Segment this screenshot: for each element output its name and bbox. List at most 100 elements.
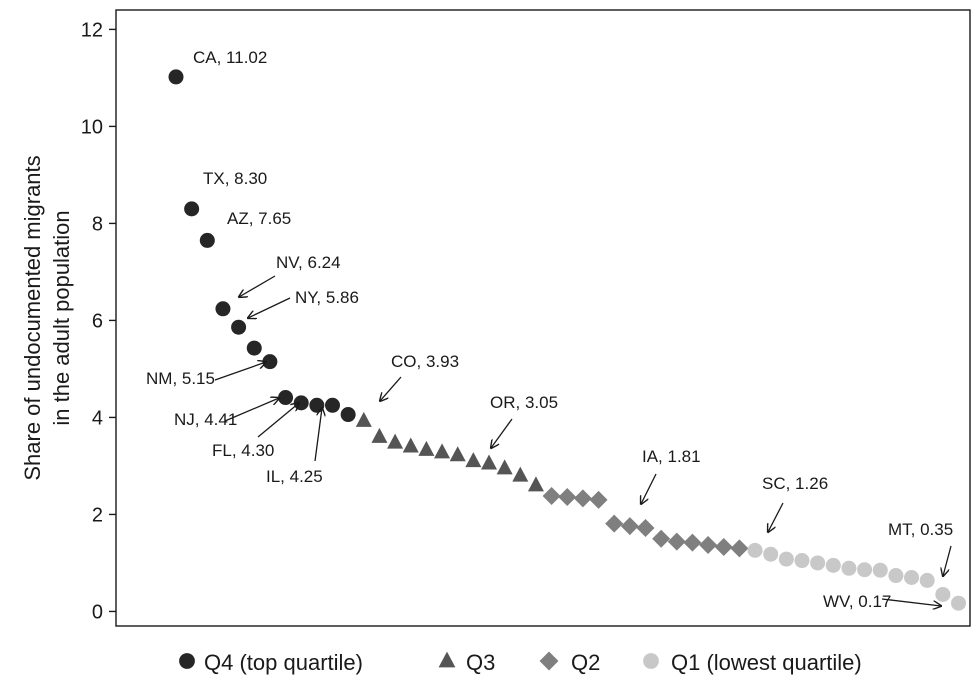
data-point	[667, 532, 686, 551]
data-point	[730, 539, 749, 558]
y-axis-label-line-1: Share of undocumented migrants	[20, 155, 45, 480]
data-point	[714, 537, 733, 556]
annotation-label: WV, 0.17	[823, 592, 891, 611]
annotation-label: NY, 5.86	[295, 288, 359, 307]
data-point	[325, 397, 340, 413]
data-point	[573, 489, 592, 508]
data-point	[481, 454, 497, 470]
data-point	[872, 562, 888, 578]
data-point	[496, 459, 513, 475]
data-point	[340, 407, 356, 423]
data-point	[262, 354, 278, 370]
annotation-arrow	[214, 362, 266, 381]
data-point	[355, 411, 372, 427]
data-point	[605, 514, 624, 533]
annotation-arrow	[881, 598, 941, 606]
annotation-label: FL, 4.30	[212, 441, 274, 460]
data-point	[857, 562, 873, 578]
legend-label: Q1 (lowest quartile)	[671, 650, 862, 675]
data-point	[512, 466, 529, 482]
annotations: CA, 11.02 TX, 8.30 AZ, 7.65 NV, 6.24 NY, 5.8…	[146, 48, 953, 611]
data-point	[763, 546, 779, 562]
annotation-arrow	[314, 408, 322, 462]
data-point	[589, 490, 608, 509]
annotation-label: CA, 11.02	[193, 48, 267, 67]
y-axis-label-line-2: in the adult population	[49, 210, 74, 425]
legend-label: Q3	[466, 650, 495, 675]
data-point	[215, 301, 231, 317]
data-point	[199, 232, 215, 248]
annotation-label: NV, 6.24	[276, 253, 341, 272]
annotation-label: NJ, 4.41	[174, 410, 237, 429]
data-point	[841, 560, 857, 576]
data-point	[434, 443, 451, 459]
y-tick-label: 6	[92, 310, 103, 332]
y-axis: 0 2 4 6 8 10 12	[81, 19, 116, 623]
data-point	[465, 452, 482, 468]
annotation-arrow	[491, 418, 513, 448]
data-point	[683, 533, 702, 552]
data-point	[620, 517, 639, 536]
annotation-label: CO, 3.93	[391, 352, 459, 371]
y-tick-label: 12	[81, 19, 103, 41]
data-point	[919, 572, 935, 588]
legend-marker	[438, 651, 456, 668]
annotation-arrow	[641, 473, 657, 504]
data-point	[699, 535, 718, 554]
data-point	[810, 555, 826, 571]
annotation-label: IL, 4.25	[266, 467, 323, 486]
annotation-arrow	[380, 376, 402, 401]
data-points	[168, 69, 966, 611]
data-point	[231, 319, 247, 335]
data-point	[636, 519, 655, 538]
y-tick-label: 10	[81, 116, 103, 138]
data-point	[168, 69, 184, 85]
data-point	[951, 595, 966, 611]
annotation-arrow	[248, 297, 291, 318]
annotation-label: SC, 1.26	[762, 474, 828, 493]
data-point	[371, 427, 388, 443]
data-point	[542, 487, 561, 506]
y-tick-label: 8	[92, 213, 103, 235]
data-point	[402, 437, 419, 453]
annotation-arrow	[239, 275, 276, 297]
data-point	[558, 487, 577, 506]
data-point	[935, 586, 951, 602]
data-point	[418, 440, 435, 456]
data-point	[904, 569, 920, 585]
data-point	[778, 551, 794, 567]
data-point	[747, 542, 763, 558]
annotation-label: AZ, 7.65	[227, 209, 291, 228]
annotation-arrow	[257, 403, 299, 438]
y-tick-label: 0	[92, 601, 103, 623]
annotation-label: TX, 8.30	[203, 169, 267, 188]
data-point	[794, 553, 810, 569]
y-tick-label: 4	[92, 407, 103, 429]
legend-marker	[643, 653, 659, 669]
plot-frame	[115, 9, 971, 627]
data-point	[387, 433, 404, 449]
legend-label: Q4 (top quartile)	[204, 650, 363, 675]
annotation-label: NM, 5.15	[146, 369, 215, 388]
data-point	[888, 568, 904, 584]
data-point	[246, 340, 262, 356]
y-tick-label: 2	[92, 504, 103, 526]
legend: Q4 (top quartile) Q3 Q2 Q1 (lowest quartile…	[179, 650, 862, 675]
annotation-arrow	[224, 398, 279, 422]
legend-marker	[539, 651, 559, 671]
data-point	[449, 446, 466, 462]
annotation-label: OR, 3.05	[490, 393, 558, 412]
data-point	[278, 390, 294, 406]
annotation-arrow	[768, 502, 784, 532]
annotation-label: IA, 1.81	[642, 447, 701, 466]
data-point	[293, 395, 309, 411]
legend-marker	[179, 653, 195, 669]
annotation-label: MT, 0.35	[888, 520, 953, 539]
data-point	[825, 557, 841, 573]
annotation-arrow	[943, 545, 952, 576]
data-point	[652, 529, 671, 548]
data-point	[184, 201, 200, 217]
data-point	[527, 476, 544, 492]
legend-label: Q2	[571, 650, 600, 675]
